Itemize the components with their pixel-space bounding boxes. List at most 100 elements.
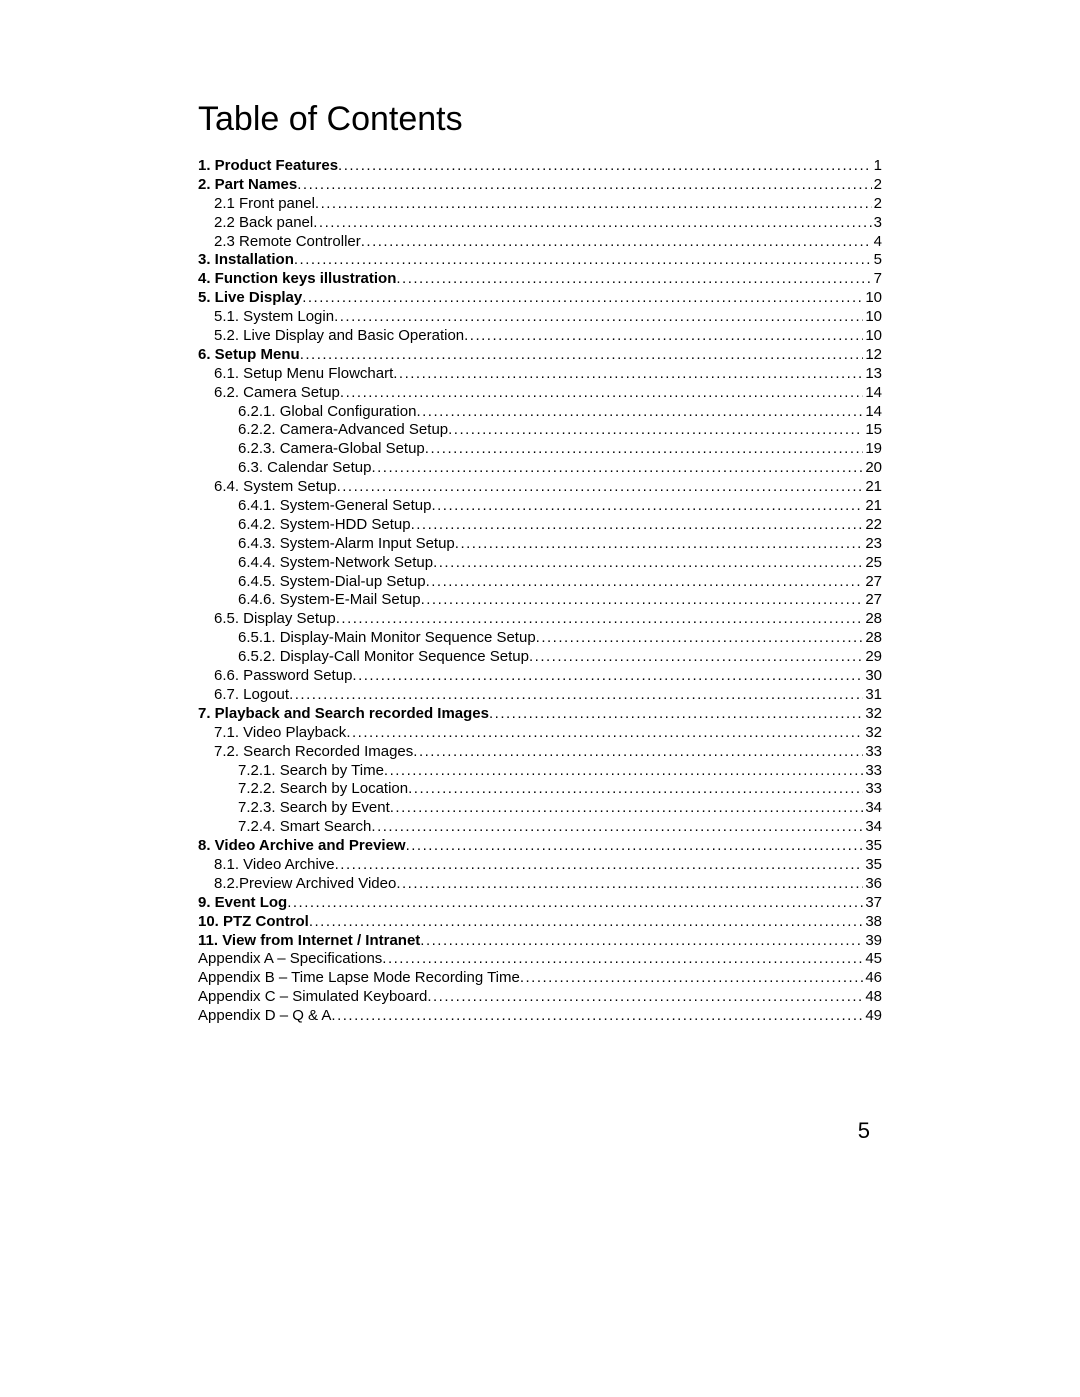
toc-entry: 2.3 Remote Controller...................… [198, 233, 882, 252]
toc-entry-label: 6.1. Setup Menu Flowchart [198, 365, 393, 384]
toc-entry-label: 2. Part Names [198, 176, 297, 195]
toc-entry-page: 27 [863, 591, 882, 610]
toc-entry: 6.4.3. System-Alarm Input Setup.........… [198, 535, 882, 554]
toc-entry-label: 7.2.3. Search by Event [198, 799, 390, 818]
toc-entry-leader: ........................................… [382, 950, 863, 969]
toc-entry-label: 6.4.1. System-General Setup [198, 497, 431, 516]
toc-entry-page: 27 [863, 573, 882, 592]
toc-entry: 1. Product Features.....................… [198, 157, 882, 176]
toc-entry: 6.5.1. Display-Main Monitor Sequence Set… [198, 629, 882, 648]
toc-entry-leader: ........................................… [315, 195, 872, 214]
toc-entry-page: 29 [863, 648, 882, 667]
toc-entry-leader: ........................................… [340, 384, 863, 403]
toc-entry: 7.2. Search Recorded Images.............… [198, 743, 882, 762]
toc-entry-page: 4 [872, 233, 882, 252]
toc-entry-label: 7.2.1. Search by Time [198, 762, 384, 781]
toc-entry: 6.7. Logout.............................… [198, 686, 882, 705]
toc-entry-page: 36 [863, 875, 882, 894]
toc-entry: 6.2.1. Global Configuration.............… [198, 403, 882, 422]
toc-entry-label: Appendix A – Specifications [198, 950, 382, 969]
toc-entry-label: 5.2. Live Display and Basic Operation [198, 327, 464, 346]
toc-entry-label: 7.1. Video Playback [198, 724, 346, 743]
toc-entry-page: 14 [863, 384, 882, 403]
toc-entry: 10. PTZ Control.........................… [198, 913, 882, 932]
toc-entry-leader: ........................................… [313, 214, 871, 233]
toc-entry: 7.2.4. Smart Search.....................… [198, 818, 882, 837]
toc-entry-leader: ........................................… [338, 157, 872, 176]
toc-entry-label: 6.2. Camera Setup [198, 384, 340, 403]
toc-entry-page: 32 [863, 705, 882, 724]
toc-entry-leader: ........................................… [297, 176, 871, 195]
toc-entry-leader: ........................................… [337, 478, 864, 497]
toc-entry: 6.6. Password Setup.....................… [198, 667, 882, 686]
toc-entry-page: 22 [863, 516, 882, 535]
toc-entry-leader: ........................................… [331, 1007, 863, 1026]
toc-entry-label: 6.5.2. Display-Call Monitor Sequence Set… [198, 648, 529, 667]
toc-entry-label: Appendix C – Simulated Keyboard [198, 988, 427, 1007]
toc-entry: 5.2. Live Display and Basic Operation...… [198, 327, 882, 346]
toc-entry-page: 35 [863, 856, 882, 875]
toc-entry-page: 20 [863, 459, 882, 478]
toc-entry-page: 34 [863, 799, 882, 818]
toc-entry-leader: ........................................… [300, 346, 864, 365]
toc-entry-leader: ........................................… [427, 988, 863, 1007]
toc-entry-label: Appendix B – Time Lapse Mode Recording T… [198, 969, 520, 988]
toc-entry-page: 10 [863, 327, 882, 346]
toc-entry: 7.2.1. Search by Time...................… [198, 762, 882, 781]
toc-entry-leader: ........................................… [529, 648, 863, 667]
toc-entry-leader: ........................................… [464, 327, 863, 346]
toc-entry-label: 10. PTZ Control [198, 913, 309, 932]
toc-entry-label: 5.1. System Login [198, 308, 334, 327]
toc-entry-page: 5 [872, 251, 882, 270]
toc-entry: 11. View from Internet / Intranet.......… [198, 932, 882, 951]
toc-entry-label: Appendix D – Q & A [198, 1007, 331, 1026]
toc-entry-page: 34 [863, 818, 882, 837]
toc-entry-label: 7. Playback and Search recorded Images [198, 705, 489, 724]
toc-entry-leader: ........................................… [294, 251, 872, 270]
toc-entry-label: 9. Event Log [198, 894, 287, 913]
toc-entry: Appendix A – Specifications.............… [198, 950, 882, 969]
toc-entry-page: 3 [872, 214, 882, 233]
toc-entry-page: 38 [863, 913, 882, 932]
toc-entry-label: 8.1. Video Archive [198, 856, 335, 875]
toc-entry-leader: ........................................… [309, 913, 863, 932]
toc-entry: 8.2.Preview Archived Video..............… [198, 875, 882, 894]
toc-entry-page: 45 [863, 950, 882, 969]
toc-entry-leader: ........................................… [413, 743, 863, 762]
toc-entry-leader: ........................................… [287, 894, 863, 913]
toc-entry-page: 10 [863, 289, 882, 308]
toc-entry-leader: ........................................… [393, 365, 863, 384]
toc-entry-label: 6.4.2. System-HDD Setup [198, 516, 411, 535]
toc-entry-label: 7.2.4. Smart Search [198, 818, 371, 837]
toc-entry-page: 21 [863, 478, 882, 497]
toc-entry: 2.2 Back panel..........................… [198, 214, 882, 233]
toc-entry: 6.4.5. System-Dial-up Setup.............… [198, 573, 882, 592]
toc-entry-label: 6.4.3. System-Alarm Input Setup [198, 535, 455, 554]
toc-entry-page: 37 [863, 894, 882, 913]
toc-entry-label: 6.2.3. Camera-Global Setup [198, 440, 425, 459]
toc-entry: 6.3. Calendar Setup.....................… [198, 459, 882, 478]
toc-entry: 6.4.1. System-General Setup.............… [198, 497, 882, 516]
toc-entry-leader: ........................................… [302, 289, 863, 308]
toc-entry-label: 7.2.2. Search by Location [198, 780, 408, 799]
toc-entry: 6.4.6. System-E-Mail Setup..............… [198, 591, 882, 610]
toc-entry: 6.2. Camera Setup.......................… [198, 384, 882, 403]
toc-entry-leader: ........................................… [408, 780, 863, 799]
toc-entry-page: 10 [863, 308, 882, 327]
toc-entry-leader: ........................................… [425, 440, 864, 459]
toc-entry-page: 23 [863, 535, 882, 554]
toc-entry-page: 2 [872, 195, 882, 214]
toc-entry-leader: ........................................… [336, 610, 864, 629]
toc-entry-leader: ........................................… [426, 573, 864, 592]
toc-entry-label: 2.1 Front panel [198, 195, 315, 214]
toc-entry-label: 6.4. System Setup [198, 478, 337, 497]
toc-entry-page: 33 [863, 743, 882, 762]
toc-entry-label: 6.3. Calendar Setup [198, 459, 371, 478]
toc-entry-label: 8.2.Preview Archived Video [198, 875, 396, 894]
toc-entry: 5. Live Display.........................… [198, 289, 882, 308]
toc-entry-page: 35 [863, 837, 882, 856]
toc-entry: 7.2.3. Search by Event..................… [198, 799, 882, 818]
toc-entry-label: 3. Installation [198, 251, 294, 270]
toc-entry-leader: ........................................… [420, 932, 863, 951]
toc-entry-label: 2.3 Remote Controller [198, 233, 361, 252]
